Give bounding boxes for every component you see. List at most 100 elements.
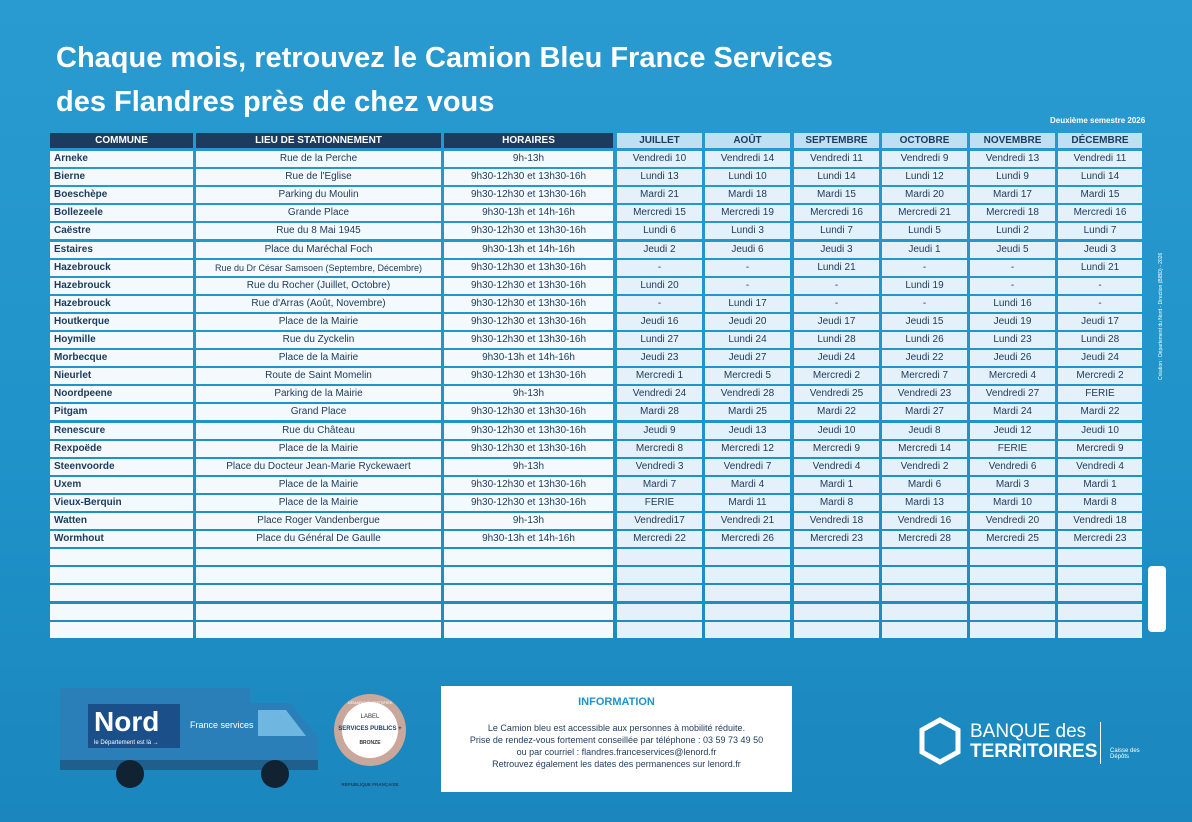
table-cell: Lundi 17 bbox=[705, 295, 790, 312]
table-cell: Mercredi 9 bbox=[794, 440, 879, 457]
table-cell: Mardi 25 bbox=[705, 404, 790, 421]
table-cell: Mardi 6 bbox=[882, 476, 967, 493]
table-cell: FERIE bbox=[970, 440, 1055, 457]
table-cell: - bbox=[705, 259, 790, 276]
table-cell: Jeudi 3 bbox=[794, 241, 879, 258]
table-cell: Noordpeene bbox=[50, 386, 193, 403]
table-cell: Mercredi 2 bbox=[1058, 368, 1142, 385]
table-cell: Vendredi 18 bbox=[794, 513, 879, 529]
table-cell: Mardi 8 bbox=[1058, 494, 1142, 511]
table-cell: Vendredi 7 bbox=[705, 458, 790, 475]
table-cell: Mercredi 9 bbox=[1058, 440, 1142, 457]
table-cell: Lundi 9 bbox=[970, 169, 1055, 186]
table-cell: Rue du Château bbox=[196, 422, 441, 439]
table-cell: Vendredi 25 bbox=[794, 386, 879, 403]
empty-cell bbox=[794, 621, 879, 638]
column-header: DÉCEMBRE bbox=[1058, 133, 1142, 148]
table-cell: Mercredi 15 bbox=[617, 205, 702, 222]
table-cell: 9h30-12h30 et 13h30-16h bbox=[444, 494, 613, 511]
table-cell: Lundi 28 bbox=[1058, 332, 1142, 348]
table-cell: Jeudi 17 bbox=[1058, 313, 1142, 330]
empty-cell bbox=[882, 603, 967, 620]
tagline: le Département est là → bbox=[94, 740, 159, 746]
empty-cell bbox=[882, 621, 967, 638]
table-cell: Place du Maréchal Foch bbox=[196, 241, 441, 258]
table-cell: Mardi 28 bbox=[617, 404, 702, 421]
table-cell: Jeudi 27 bbox=[705, 350, 790, 367]
table-cell: Place du Général De Gaulle bbox=[196, 531, 441, 548]
empty-cell bbox=[705, 567, 790, 584]
table-cell: Jeudi 2 bbox=[617, 241, 702, 258]
empty-cell bbox=[444, 567, 613, 584]
table-cell: 9h30-12h30 et 13h30-16h bbox=[444, 368, 613, 385]
table-cell: Mardi 4 bbox=[705, 476, 790, 493]
table-cell: Wormhout bbox=[50, 531, 193, 548]
table-cell: Lundi 28 bbox=[794, 332, 879, 348]
empty-cell bbox=[444, 585, 613, 602]
period: Deuxième semestre 2026 bbox=[1050, 116, 1146, 125]
table-cell: Mercredi 4 bbox=[970, 368, 1055, 385]
empty-cell bbox=[794, 585, 879, 602]
table-cell: Jeudi 10 bbox=[1058, 422, 1142, 439]
table-cell: Uxem bbox=[50, 476, 193, 493]
table-cell: Vendredi 28 bbox=[705, 386, 790, 403]
empty-cell bbox=[196, 621, 441, 638]
table-cell: Mercredi 26 bbox=[705, 531, 790, 548]
table-cell: Lundi 12 bbox=[882, 169, 967, 186]
table-cell: Jeudi 19 bbox=[970, 313, 1055, 330]
partner-line: TERRITOIRES bbox=[970, 741, 1098, 762]
table-cell: - bbox=[970, 259, 1055, 276]
table-cell: Mardi 24 bbox=[970, 404, 1055, 421]
empty-cell bbox=[1058, 603, 1142, 620]
empty-cell bbox=[794, 603, 879, 620]
table-cell: FERIE bbox=[617, 494, 702, 511]
table-cell: Mercredi 21 bbox=[882, 205, 967, 222]
table-cell: Parking de la Mairie bbox=[196, 386, 441, 403]
empty-cell bbox=[882, 585, 967, 602]
table-cell: Mardi 18 bbox=[705, 187, 790, 204]
empty-cell bbox=[617, 567, 702, 584]
table-cell: 9h30-12h30 et 13h30-16h bbox=[444, 313, 613, 330]
table-cell: Rue de l'Eglise bbox=[196, 169, 441, 186]
table-cell: Mercredi 2 bbox=[794, 368, 879, 385]
table-cell: Lundi 7 bbox=[1058, 223, 1142, 240]
table-cell: Jeudi 22 bbox=[882, 350, 967, 367]
empty-cell bbox=[970, 603, 1055, 620]
table-cell: Vendredi 4 bbox=[794, 458, 879, 475]
info-text: Le Camion bleu est accessible aux person… bbox=[441, 722, 792, 770]
table-cell: Place de la Mairie bbox=[196, 313, 441, 330]
title-line: Chaque mois, retrouvez le Camion Bleu Fr… bbox=[56, 42, 833, 74]
empty-cell bbox=[196, 549, 441, 566]
table-cell: Vendredi 27 bbox=[970, 386, 1055, 403]
table-cell: Lundi 5 bbox=[882, 223, 967, 240]
table-cell: Rue du 8 Mai 1945 bbox=[196, 223, 441, 240]
table-cell: Vendredi 6 bbox=[970, 458, 1055, 475]
column-header: JUILLET bbox=[617, 133, 702, 148]
empty-cell bbox=[1058, 567, 1142, 584]
table-cell: Mercredi 16 bbox=[794, 205, 879, 222]
table-cell: Jeudi 3 bbox=[1058, 241, 1142, 258]
table-cell: Jeudi 10 bbox=[794, 422, 879, 439]
empty-cell bbox=[50, 621, 193, 638]
table-cell: Mercredi 16 bbox=[1058, 205, 1142, 222]
table-cell: - bbox=[882, 295, 967, 312]
table-cell: Vendredi 20 bbox=[970, 513, 1055, 529]
info-line: Retrouvez également les dates des perman… bbox=[492, 759, 741, 769]
empty-cell bbox=[50, 549, 193, 566]
table-cell: Jeudi 8 bbox=[882, 422, 967, 439]
table-cell: 9h30-13h et 14h-16h bbox=[444, 350, 613, 367]
table-cell: Lundi 20 bbox=[617, 277, 702, 294]
empty-cell bbox=[617, 621, 702, 638]
republic: RÉPUBLIQUE FRANÇAISE bbox=[341, 780, 398, 787]
table-cell: Jeudi 15 bbox=[882, 313, 967, 330]
empty-cell bbox=[1058, 621, 1142, 638]
table-cell: Vendredi 10 bbox=[617, 151, 702, 167]
table-cell: Jeudi 16 bbox=[617, 313, 702, 330]
table-cell: Parking du Moulin bbox=[196, 187, 441, 204]
table-cell: Place de la Mairie bbox=[196, 494, 441, 511]
table-cell: Rue du Rocher (Juillet, Octobre) bbox=[196, 277, 441, 294]
table-cell: Mardi 15 bbox=[1058, 187, 1142, 204]
table-cell: Mardi 22 bbox=[1058, 404, 1142, 421]
empty-cell bbox=[617, 603, 702, 620]
table-cell: Mercredi 25 bbox=[970, 531, 1055, 548]
